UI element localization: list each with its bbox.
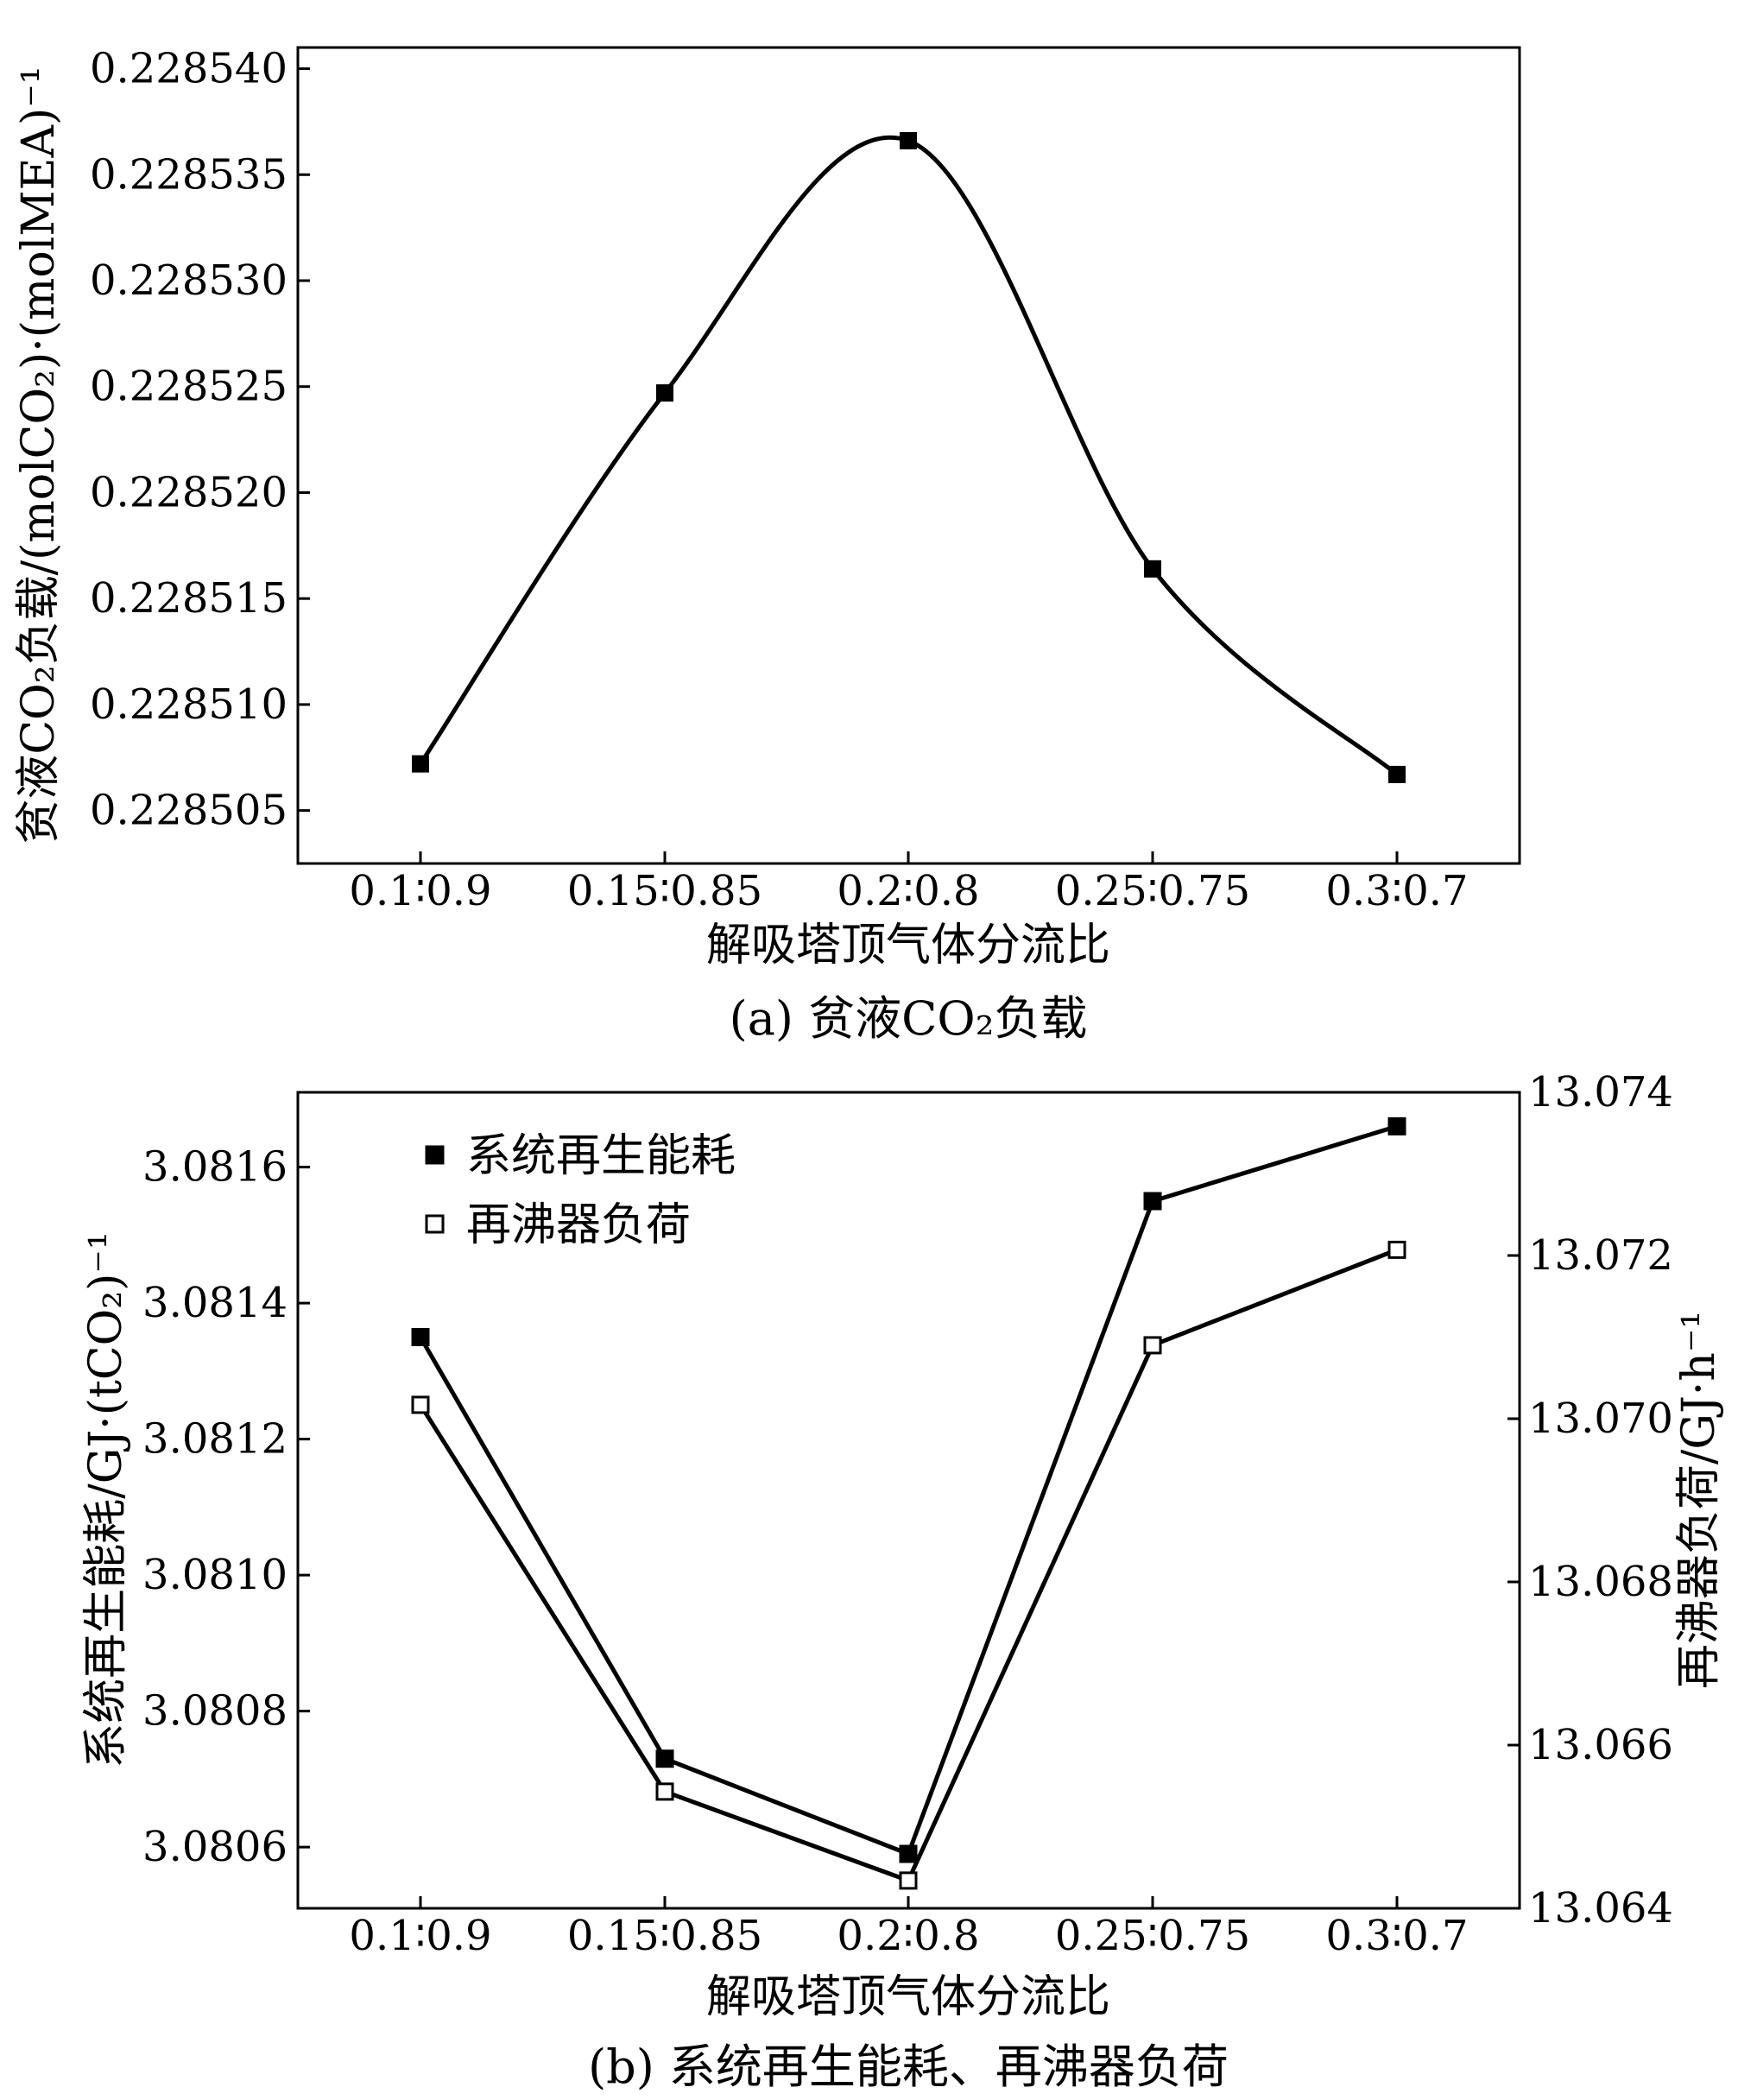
panel-b-right-y-axis: 13.064 13.066 13.068 13.070 13.072 13.074 [1507, 1068, 1673, 1932]
x-tick-label: 0.1∶0.9 [349, 867, 491, 915]
data-point-open-square [899, 1871, 918, 1890]
data-point-filled-square [899, 1844, 918, 1863]
left-y-tick-label: 3.0812 [142, 1415, 288, 1464]
y-tick-label: 0.228515 [90, 574, 288, 623]
panel-b-series [411, 1116, 1406, 1890]
legend-marker-open-square [425, 1214, 445, 1234]
y-tick-label: 0.228505 [90, 787, 288, 835]
x-tick-label: 0.3∶0.7 [1325, 867, 1468, 915]
panel-a-chart: 0.228505 0.228510 0.228515 0.228520 0.228525… [13, 45, 1521, 1046]
x-tick-label: 0.15∶0.85 [567, 1912, 762, 1960]
y-tick-label: 0.228525 [90, 363, 288, 411]
data-point-filled-square [1388, 765, 1406, 783]
data-point-filled-square [412, 755, 429, 773]
x-tick-label: 0.25∶0.75 [1055, 867, 1250, 915]
data-point-filled-square [656, 384, 673, 402]
panel-a-x-axis-label: 解吸塔顶气体分流比 [706, 920, 1110, 971]
panel-a-series-line [418, 135, 1399, 776]
panel-b-legend: 系统再生能耗 再沸器负荷 [425, 1130, 736, 1251]
y-tick-label: 0.228535 [90, 150, 288, 199]
data-point-filled-square [1143, 1192, 1162, 1211]
data-point-filled-square [900, 132, 917, 149]
panel-b-x-axis-label: 解吸塔顶气体分流比 [706, 1971, 1110, 2023]
y-tick-label: 0.228540 [90, 45, 288, 93]
panel-a-y-axis: 0.228505 0.228510 0.228515 0.228520 0.228525… [90, 45, 310, 835]
legend-marker-filled-square [425, 1145, 445, 1165]
right-y-tick-label: 13.064 [1528, 1884, 1673, 1932]
data-point-filled-square [411, 1328, 430, 1346]
y-tick-label: 0.228520 [90, 468, 288, 516]
data-point-open-square [1143, 1336, 1162, 1355]
left-y-tick-label: 3.0810 [142, 1551, 288, 1599]
panel-a-plot-frame [296, 46, 1521, 865]
panel-a-x-axis: 0.1∶0.9 0.15∶0.85 0.2∶0.8 0.25∶0.75 0.3∶0.7 [349, 851, 1469, 915]
x-tick-label: 0.3∶0.7 [1325, 1912, 1468, 1960]
left-y-tick-label: 3.0816 [142, 1143, 288, 1192]
data-point-filled-square [1144, 560, 1161, 578]
x-tick-label: 0.25∶0.75 [1055, 1912, 1250, 1960]
panel-b-left-y-axis-label: 系统再生能耗/GJ·(tCO₂)⁻¹ [80, 1231, 132, 1768]
data-point-open-square [1387, 1240, 1406, 1259]
data-point-open-square [411, 1395, 430, 1414]
panel-b-chart: 3.0806 3.0808 3.0810 3.0812 3.0814 3.0816 13.… [80, 1068, 1725, 2094]
left-y-tick-label: 3.0814 [142, 1279, 288, 1327]
panel-a-y-axis-label: 贫液CO₂负载/(molCO₂)·(molMEA)⁻¹ [13, 66, 65, 844]
data-point-filled-square [1387, 1116, 1406, 1135]
data-point-filled-square [655, 1749, 674, 1768]
left-y-tick-label: 3.0806 [142, 1823, 288, 1871]
right-y-tick-label: 13.068 [1528, 1558, 1673, 1606]
x-tick-label: 0.2∶0.8 [837, 1912, 979, 1960]
right-y-tick-label: 13.070 [1528, 1395, 1673, 1443]
panel-b-right-y-axis-label: 再沸器负荷/GJ·h⁻¹ [1673, 1311, 1725, 1689]
x-tick-label: 0.1∶0.9 [349, 1912, 491, 1960]
series-2-line [418, 1248, 1398, 1884]
y-tick-label: 0.228510 [90, 680, 288, 729]
right-y-tick-label: 13.072 [1528, 1231, 1673, 1280]
legend-label-series-1: 系统再生能耗 [466, 1130, 736, 1182]
panel-b-caption: (b) 系统再生能耗、再沸器负荷 [588, 2040, 1229, 2094]
data-point-open-square [655, 1782, 674, 1801]
panel-a-caption: (a) 贫液CO₂负载 [730, 991, 1088, 1046]
left-y-tick-label: 3.0808 [142, 1687, 288, 1736]
legend-label-series-2: 再沸器负荷 [466, 1199, 691, 1251]
right-y-tick-label: 13.066 [1528, 1721, 1673, 1769]
x-tick-label: 0.15∶0.85 [567, 867, 762, 915]
right-y-tick-label: 13.074 [1528, 1068, 1673, 1116]
panel-a-series-points [412, 132, 1406, 783]
x-tick-label: 0.2∶0.8 [837, 867, 979, 915]
y-tick-label: 0.228530 [90, 256, 288, 305]
panel-b-left-y-axis: 3.0806 3.0808 3.0810 3.0812 3.0814 3.0816 [142, 1143, 310, 1871]
panel-b-x-axis: 0.1∶0.9 0.15∶0.85 0.2∶0.8 0.25∶0.75 0.3∶0.7 [349, 1896, 1469, 1960]
